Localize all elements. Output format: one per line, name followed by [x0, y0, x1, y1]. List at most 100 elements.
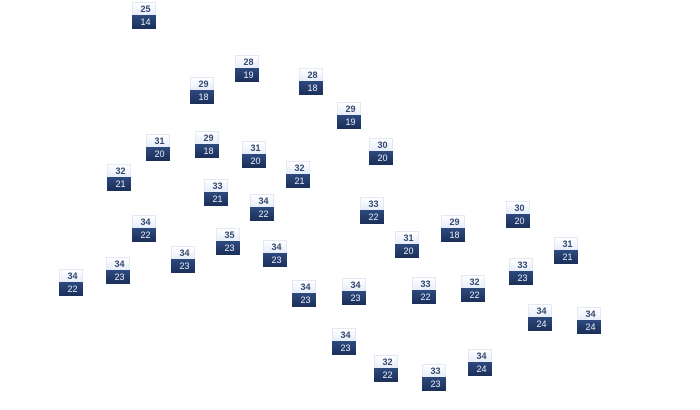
low-temp: 23 [342, 291, 366, 305]
low-temp: 19 [235, 68, 259, 82]
temperature-marker[interactable]: 31 20 [146, 134, 170, 162]
temperature-marker[interactable]: 32 21 [107, 164, 131, 192]
low-temp: 22 [360, 210, 384, 224]
temperature-marker[interactable]: 33 21 [204, 179, 228, 207]
low-temp: 18 [195, 144, 219, 158]
temperature-marker[interactable]: 31 20 [395, 231, 419, 259]
temperature-marker[interactable]: 33 23 [509, 258, 533, 286]
temperature-marker[interactable]: 33 23 [422, 364, 446, 392]
temperature-marker[interactable]: 34 24 [468, 349, 492, 377]
temperature-marker[interactable]: 34 23 [171, 246, 195, 274]
high-temp: 34 [528, 304, 552, 317]
high-temp: 34 [171, 246, 195, 259]
low-temp: 23 [171, 259, 195, 273]
temperature-marker[interactable]: 29 18 [441, 215, 465, 243]
high-temp: 30 [506, 201, 530, 214]
high-temp: 34 [577, 307, 601, 320]
low-temp: 20 [146, 147, 170, 161]
high-temp: 34 [468, 349, 492, 362]
temperature-marker[interactable]: 30 20 [369, 138, 393, 166]
low-temp: 23 [509, 271, 533, 285]
temperature-marker[interactable]: 33 22 [412, 277, 436, 305]
low-temp: 21 [204, 192, 228, 206]
low-temp: 23 [263, 253, 287, 267]
low-temp: 20 [506, 214, 530, 228]
low-temp: 18 [190, 90, 214, 104]
low-temp: 22 [250, 207, 274, 221]
high-temp: 29 [441, 215, 465, 228]
temperature-marker[interactable]: 29 19 [337, 102, 361, 130]
high-temp: 25 [132, 2, 156, 15]
low-temp: 23 [106, 270, 130, 284]
high-temp: 29 [337, 102, 361, 115]
temperature-marker[interactable]: 34 22 [132, 215, 156, 243]
high-temp: 32 [374, 355, 398, 368]
temperature-marker[interactable]: 34 24 [577, 307, 601, 335]
temperature-marker[interactable]: 28 18 [299, 68, 323, 96]
high-temp: 32 [461, 275, 485, 288]
low-temp: 20 [242, 154, 266, 168]
low-temp: 19 [337, 115, 361, 129]
low-temp: 21 [107, 177, 131, 191]
high-temp: 30 [369, 138, 393, 151]
low-temp: 23 [216, 241, 240, 255]
high-temp: 32 [107, 164, 131, 177]
low-temp: 18 [299, 81, 323, 95]
high-temp: 32 [286, 161, 310, 174]
high-temp: 31 [554, 237, 578, 250]
high-temp: 31 [146, 134, 170, 147]
temperature-marker[interactable]: 32 22 [461, 275, 485, 303]
high-temp: 34 [59, 269, 83, 282]
high-temp: 33 [422, 364, 446, 377]
high-temp: 34 [332, 328, 356, 341]
high-temp: 31 [242, 141, 266, 154]
low-temp: 23 [422, 377, 446, 391]
temperature-marker[interactable]: 29 18 [190, 77, 214, 105]
temperature-marker[interactable]: 25 14 [132, 2, 156, 30]
low-temp: 23 [332, 341, 356, 355]
low-temp: 22 [59, 282, 83, 296]
high-temp: 28 [299, 68, 323, 81]
low-temp: 18 [441, 228, 465, 242]
temperature-marker[interactable]: 31 20 [242, 141, 266, 169]
high-temp: 34 [292, 280, 316, 293]
temperature-marker[interactable]: 30 20 [506, 201, 530, 229]
low-temp: 23 [292, 293, 316, 307]
high-temp: 34 [250, 194, 274, 207]
low-temp: 20 [369, 151, 393, 165]
high-temp: 33 [412, 277, 436, 290]
low-temp: 21 [286, 174, 310, 188]
high-temp: 34 [106, 257, 130, 270]
temperature-marker[interactable]: 34 24 [528, 304, 552, 332]
temperature-marker[interactable]: 34 23 [332, 328, 356, 356]
temperature-marker[interactable]: 31 21 [554, 237, 578, 265]
high-temp: 31 [395, 231, 419, 244]
low-temp: 24 [528, 317, 552, 331]
temperature-marker[interactable]: 28 19 [235, 55, 259, 83]
high-temp: 28 [235, 55, 259, 68]
low-temp: 24 [468, 362, 492, 376]
high-temp: 33 [204, 179, 228, 192]
low-temp: 22 [132, 228, 156, 242]
high-temp: 34 [132, 215, 156, 228]
low-temp: 14 [132, 15, 156, 29]
high-temp: 29 [190, 77, 214, 90]
temperature-marker[interactable]: 32 21 [286, 161, 310, 189]
temperature-marker[interactable]: 34 23 [263, 240, 287, 268]
low-temp: 22 [412, 290, 436, 304]
temperature-marker[interactable]: 34 23 [292, 280, 316, 308]
temperature-marker[interactable]: 34 23 [342, 278, 366, 306]
low-temp: 24 [577, 320, 601, 334]
low-temp: 20 [395, 244, 419, 258]
temperature-marker[interactable]: 29 18 [195, 131, 219, 159]
temperature-marker[interactable]: 34 22 [59, 269, 83, 297]
high-temp: 33 [360, 197, 384, 210]
high-temp: 34 [263, 240, 287, 253]
temperature-marker[interactable]: 34 23 [106, 257, 130, 285]
temperature-marker[interactable]: 35 23 [216, 228, 240, 256]
low-temp: 21 [554, 250, 578, 264]
temperature-marker[interactable]: 33 22 [360, 197, 384, 225]
temperature-marker[interactable]: 34 22 [250, 194, 274, 222]
low-temp: 22 [374, 368, 398, 382]
temperature-marker[interactable]: 32 22 [374, 355, 398, 383]
